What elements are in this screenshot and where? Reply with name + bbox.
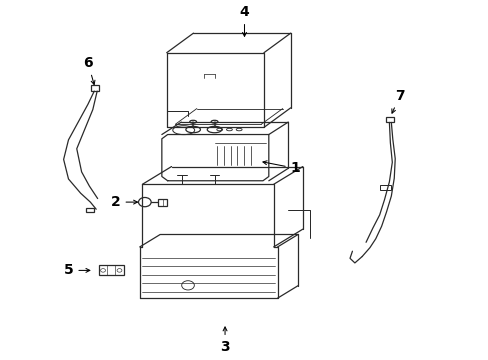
Bar: [386, 117, 393, 122]
Bar: [158, 199, 167, 206]
Text: 7: 7: [391, 89, 404, 113]
Bar: [379, 185, 390, 190]
Text: 4: 4: [239, 5, 249, 36]
Text: 5: 5: [63, 264, 90, 278]
Text: 3: 3: [220, 327, 229, 354]
Bar: [86, 208, 94, 212]
Text: 2: 2: [111, 195, 137, 209]
Text: 1: 1: [263, 161, 300, 175]
Text: 6: 6: [83, 56, 95, 85]
Bar: [91, 85, 99, 91]
Bar: [99, 265, 123, 275]
